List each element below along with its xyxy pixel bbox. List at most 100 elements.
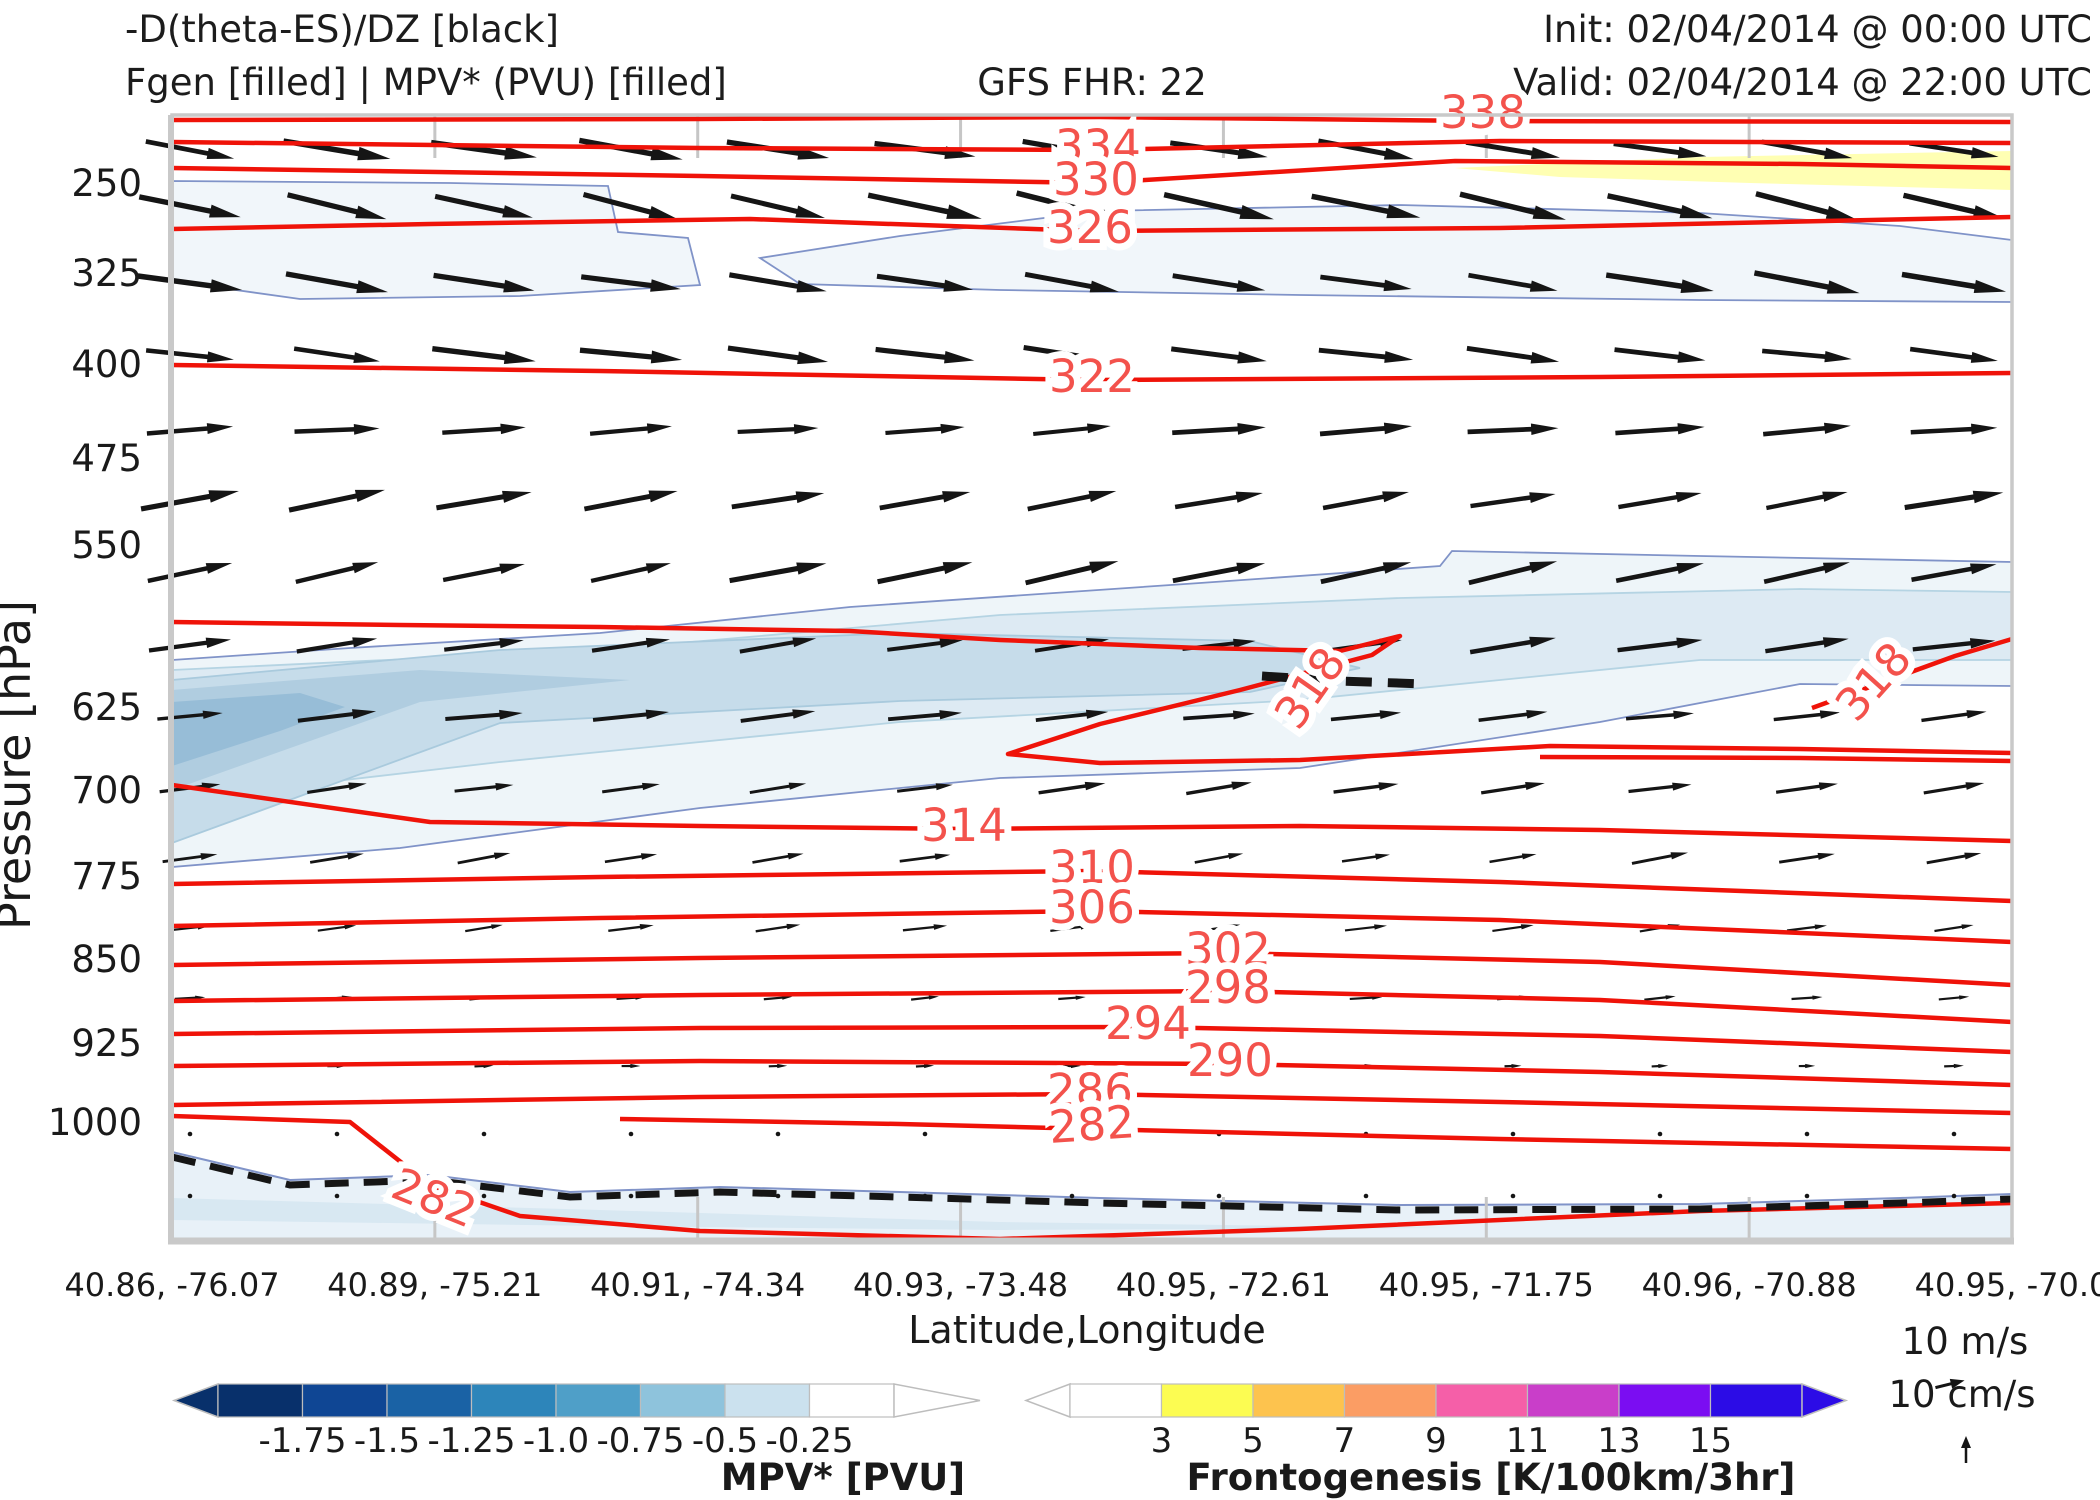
contour-label-326: 326: [1047, 201, 1133, 254]
wind-arrow-head: [928, 995, 939, 1000]
mpv-colorbar-title: MPV* [PVU]: [720, 1456, 966, 1499]
wind-arrow-head: [650, 279, 681, 292]
wind-arrow-shaft: [145, 348, 210, 360]
wind-arrow-head: [493, 852, 511, 860]
wind-key-label: 10 m/s: [1901, 1320, 2029, 1363]
wind-arrow-shaft: [1015, 190, 1097, 216]
wind-arrow-head: [1382, 562, 1412, 574]
wind-arrow-shaft: [1172, 273, 1240, 289]
thetaes-contour-306: [171, 908, 2013, 945]
dthetaes-dz-mid: [1261, 671, 1426, 689]
wind-arrow-head: [1805, 1063, 1816, 1069]
wind-arrow-shaft: [295, 565, 356, 585]
wind-dot: [187, 1131, 193, 1137]
wind-arrow-head: [1087, 423, 1111, 434]
y-tick-label: 1000: [48, 1101, 142, 1144]
wind-arrow-shaft: [887, 712, 942, 722]
wind-arrow-head: [1530, 423, 1559, 435]
wind-arrow-head: [923, 1063, 935, 1069]
wind-arrow-shaft: [146, 426, 210, 436]
wind-arrow-head: [1520, 924, 1534, 930]
wind-arrow-head: [944, 350, 975, 364]
wind-arrow-shaft: [902, 925, 936, 932]
wind-arrow-shaft: [457, 854, 497, 865]
wind-arrow-shaft: [1761, 348, 1828, 360]
wind-arrow-head: [1089, 280, 1119, 293]
wind-arrow-head: [1529, 280, 1558, 292]
mpv-colorbar-tick-label: -1.0: [523, 1421, 589, 1461]
wind-arrow-head: [1080, 924, 1094, 930]
wind-arrow-shaft: [1902, 192, 1977, 215]
wind-arrow-shaft: [137, 273, 214, 289]
wind-arrow-head: [1822, 491, 1848, 502]
wind-arrow-head: [503, 279, 535, 293]
wind-dot: [1216, 1193, 1222, 1199]
wind-arrow-shaft: [285, 271, 360, 290]
fgen-colorbar-tick-label: 11: [1506, 1421, 1549, 1461]
wind-arrow-head: [1969, 638, 1996, 649]
wind-arrow-head: [648, 490, 678, 503]
wind-arrow-head: [347, 852, 364, 860]
thetaes-contour-334: [171, 138, 2013, 153]
wind-dot: [1804, 1193, 1810, 1199]
wind-arrow-head: [354, 489, 385, 503]
wind-dot: [1069, 1193, 1075, 1199]
wind-arrow-head: [1665, 995, 1676, 1000]
wind-ref-arrow-head: [1949, 1378, 1965, 1389]
wind-arrow-shaft: [1330, 712, 1383, 722]
mpv-colorbar-tick-label: -0.25: [766, 1421, 854, 1461]
wind-arrow-head: [943, 279, 974, 292]
wind-arrow-shaft: [1027, 493, 1093, 512]
fgen-colorbar-right-arrow: [1801, 1382, 1849, 1419]
wind-arrow-head: [1378, 782, 1399, 791]
wind-arrow-shaft: [729, 565, 800, 584]
wind-arrow-head: [1379, 710, 1402, 720]
wind-arrow-shaft: [1614, 347, 1681, 360]
wind-arrow-shaft: [1775, 784, 1822, 794]
wind-arrow-head: [1090, 351, 1121, 365]
wind-arrow-head: [1530, 147, 1560, 159]
wind-arrow-head: [209, 279, 243, 293]
wind-arrow-head: [1530, 351, 1560, 364]
wind-arrow-head: [348, 782, 367, 790]
wind-arrow-shaft: [731, 494, 799, 510]
wind-arrow-head: [939, 710, 962, 720]
wind-arrow-head: [1670, 852, 1689, 860]
wind-arrow-head: [1676, 562, 1704, 575]
wind-arrow-shaft: [737, 427, 797, 435]
wind-arrow-shaft: [294, 427, 357, 434]
wind-dot: [628, 1193, 634, 1199]
wind-arrow-head: [1088, 490, 1117, 502]
fgen-colorbar-segment: [1160, 1383, 1254, 1418]
fgen-colorbar-tick-label: 7: [1334, 1421, 1356, 1461]
thetaes-contour-298: [171, 988, 2013, 1025]
wind-arrow-shaft: [752, 854, 791, 864]
wind-arrow-head: [504, 146, 537, 160]
wind-arrow-head: [1529, 492, 1556, 503]
wind-arrow-shaft: [899, 855, 938, 863]
wind-arrow-head: [1824, 350, 1852, 363]
wind-arrow-shaft: [1617, 640, 1680, 653]
wind-vector-field: [137, 137, 2007, 1199]
thetaes-contour-294: [171, 1024, 2013, 1055]
wind-arrow-shaft: [1773, 712, 1823, 722]
wind-arrow-shaft: [1755, 191, 1831, 216]
wind-arrow-head: [209, 204, 241, 218]
wind-arrow-shaft: [1024, 271, 1094, 290]
wind-arrow-shaft: [1492, 925, 1524, 933]
wind-arrow-head: [503, 351, 536, 365]
wind-dot: [481, 1131, 487, 1137]
mpv-colorbar-left-arrow: [171, 1382, 219, 1419]
y-tick-label: 550: [71, 524, 142, 567]
wind-arrow-head: [1961, 924, 1974, 930]
wind-dot: [1657, 1131, 1663, 1137]
wind-arrow-head: [502, 490, 532, 503]
wind-arrow-head: [499, 638, 524, 649]
wind-arrow-head: [1822, 637, 1849, 648]
wind-arrow-head: [1374, 924, 1388, 930]
wind-arrow-shaft: [1320, 274, 1387, 289]
wind-arrow-shaft: [1618, 494, 1679, 510]
wind-arrow-shaft: [886, 640, 943, 652]
mpv-colorbar-segment: [724, 1383, 811, 1418]
